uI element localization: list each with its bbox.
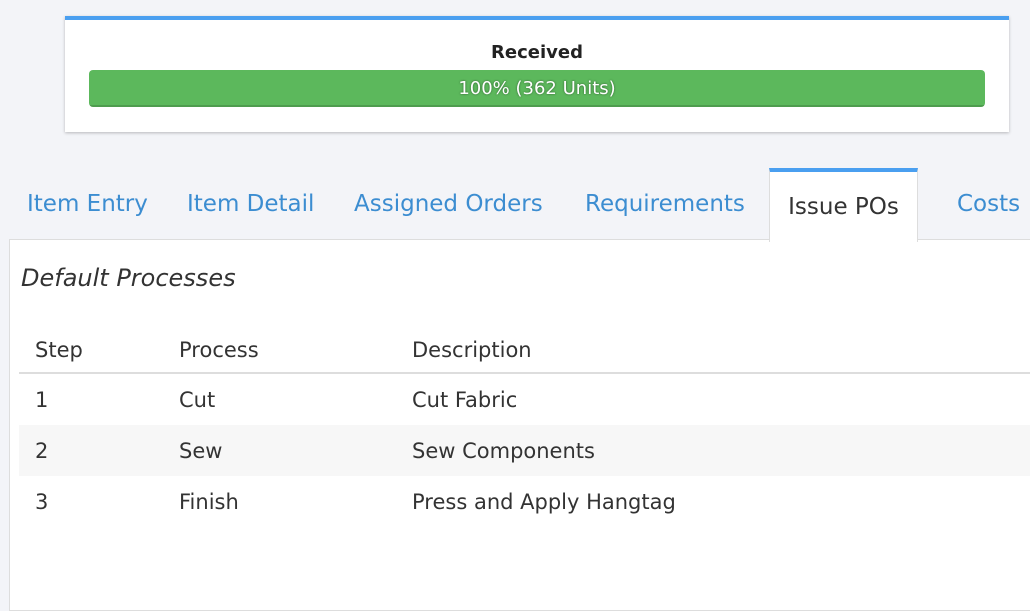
header-description: Description [412,328,1030,374]
tab-assigned-orders[interactable]: Assigned Orders [354,191,543,217]
cell-description: Cut Fabric [412,387,518,412]
table-row: 3 Finish Press and Apply Hangtag [19,476,1030,527]
cell-process: Sew [179,425,412,476]
table-row: 2 Sew Sew Components [19,425,1030,476]
tab-bar: Item Entry Item Detail Assigned Orders R… [0,168,1030,242]
default-processes-panel: Default Processes Step Process Descripti… [9,239,1030,611]
progress-fill [89,70,985,107]
cell-step: 2 [19,425,179,476]
table-header: Step Process Description [19,328,1030,374]
table-row: 1 Cut Cut Fabric [19,373,1030,425]
progress-label: 100% (362 Units) [458,78,616,99]
received-title: Received [491,42,583,63]
cell-step: 1 [35,387,49,412]
header-step: Step [19,328,179,374]
tab-requirements[interactable]: Requirements [585,191,745,217]
tab-costs[interactable]: Costs [957,191,1021,217]
received-progress-bar: 100% (362 Units) [89,70,985,107]
cell-process: Finish [179,489,239,514]
cell-description: Sew Components [412,425,1030,476]
cell-process: Cut [179,387,216,412]
tab-issue-pos[interactable]: Issue POs [769,168,918,242]
cell-step: 3 [35,489,49,514]
tab-item-entry[interactable]: Item Entry [27,191,148,217]
panel-title: Default Processes [21,264,236,292]
cell-description: Press and Apply Hangtag [412,489,676,514]
header-process: Process [179,328,412,374]
received-card: Received 100% (362 Units) [65,16,1009,132]
tab-item-detail[interactable]: Item Detail [187,191,315,217]
processes-table: Step Process Description 1 Cut Cut Fabri… [19,328,1030,527]
